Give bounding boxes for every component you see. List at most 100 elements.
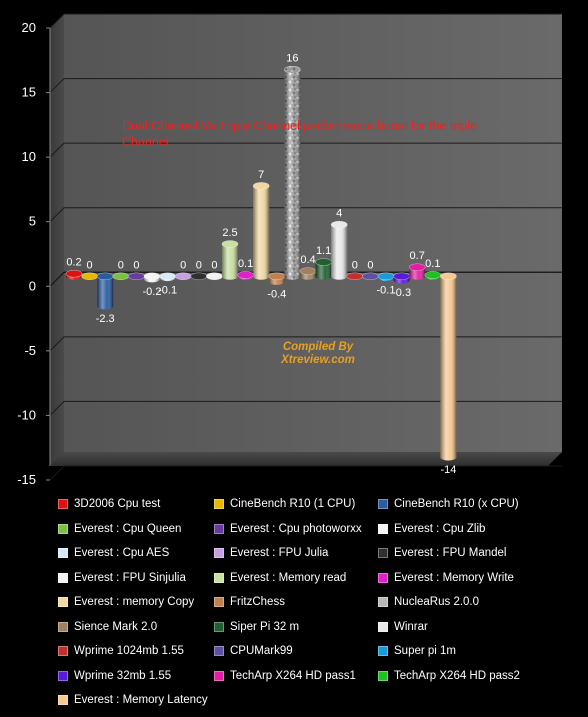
legend-item: CineBench R10 (x CPU): [378, 494, 519, 514]
bar-top: [159, 272, 176, 281]
bar-shade: [222, 244, 238, 277]
legend-swatch: [378, 670, 388, 681]
legend-label: CineBench R10 (1 CPU): [230, 498, 356, 510]
gridline: [49, 465, 562, 481]
legend-swatch: [58, 597, 68, 607]
bar: [393, 272, 410, 284]
bar: [96, 272, 114, 310]
bar: [346, 272, 364, 281]
legend-label: CPUMark99: [230, 645, 293, 657]
legend-item: FritzChess: [214, 592, 285, 612]
legend-label: Everest : Memory Latency: [74, 694, 208, 706]
bar-top: [237, 271, 254, 279]
gridline: [49, 207, 562, 223]
legend-label: Everest : FPU Julia: [230, 547, 329, 559]
y-tick-label: 10: [22, 149, 36, 164]
bar-top: [424, 271, 442, 279]
legend-swatch: [214, 523, 224, 534]
bar-top: [128, 272, 145, 281]
data-label: -2.3: [96, 313, 115, 325]
bar-shade: [440, 276, 457, 458]
legend-item: Winrar: [378, 617, 428, 637]
legend-swatch: [378, 548, 388, 558]
data-label: 0: [211, 259, 217, 271]
legend-label: Wprime 32mb 1.55: [74, 669, 172, 682]
bar-bottom-shade: [222, 272, 238, 280]
legend-swatch: [58, 572, 68, 583]
bar: [377, 272, 395, 282]
legend-swatch: [58, 646, 68, 656]
data-label: -0.4: [267, 288, 286, 300]
bar-bottom-shade: [300, 272, 316, 280]
bar-top: [346, 272, 364, 281]
y-tick-label: 15: [22, 85, 36, 100]
legend-label: Everest : Cpu AES: [74, 547, 170, 559]
data-label: 0: [87, 259, 93, 271]
data-label: 0.1: [238, 258, 253, 270]
bar: [299, 267, 317, 280]
bar: [408, 263, 426, 280]
bar-shade: [331, 224, 348, 277]
data-label: 0.2: [66, 257, 81, 269]
bar-top: [393, 272, 410, 281]
bar-top: [315, 258, 332, 266]
bar: [112, 272, 130, 281]
legend-swatch: [378, 523, 388, 534]
data-label: 0: [196, 259, 202, 271]
bar-top: [299, 267, 317, 275]
chart-annotation-line: Dual Channel Vs Triple Channel performan…: [122, 119, 477, 133]
legend-label: Super pi 1m: [394, 645, 457, 657]
gridline: [49, 336, 562, 352]
legend-item: Super pi 1m: [378, 641, 456, 661]
bar: [221, 240, 239, 280]
legend-label: Everest : memory Copy: [74, 596, 195, 608]
legend-label: Siper Pi 32 m: [230, 620, 300, 633]
bar-shade: [97, 276, 114, 306]
bar-top: [362, 272, 379, 281]
data-label: 7: [258, 169, 264, 181]
gridline: [49, 400, 562, 416]
bar-shade: [409, 267, 426, 277]
legend-label: Winrar: [394, 620, 428, 633]
y-tick-label: -15: [17, 472, 36, 487]
legend-label: CineBench R10 (x CPU): [394, 498, 519, 510]
data-label: 0: [118, 259, 124, 271]
bar-bottom-shade: [409, 272, 426, 280]
legend-label: Sience Mark 2.0: [74, 620, 158, 633]
legend-item: Everest : Cpu Queen: [58, 519, 181, 539]
legend-item: Everest : Memory Latency: [58, 690, 208, 710]
data-label: -14: [440, 464, 456, 476]
legend-swatch: [58, 695, 68, 705]
legend-swatch: [58, 670, 68, 681]
bar-bottom-shade: [97, 302, 114, 310]
y-tick-label: 0: [29, 278, 36, 293]
legend-label: Everest : Memory read: [230, 571, 347, 584]
bar: [190, 272, 208, 281]
legend-item: Sience Mark 2.0: [58, 617, 157, 637]
legend-label: Everest : Cpu Queen: [74, 522, 182, 535]
bar-top: [268, 272, 286, 281]
chart-annotation-heading: Dual Channel Vs Triple Channel performan…: [122, 119, 477, 149]
legend-item: TechArp X264 HD pass1: [214, 666, 356, 686]
bar-top: [252, 182, 270, 190]
bar-bottom-shade: [268, 277, 285, 285]
legend-swatch: [58, 523, 68, 534]
bar-shade: [284, 69, 301, 277]
y-tick-label: -10: [17, 407, 36, 422]
bar: [65, 269, 83, 280]
legend-swatch: [214, 670, 224, 681]
data-label: -0.3: [392, 287, 411, 299]
legend-label: NucleaRus 2.0.0: [394, 596, 480, 608]
data-label: 0.4: [300, 254, 315, 266]
legend-swatch: [58, 621, 68, 632]
bar: [362, 272, 379, 281]
legend-item: Everest : Memory Write: [378, 568, 514, 588]
bar-bottom-shade: [315, 272, 332, 280]
legend-item: TechArp X264 HD pass2: [378, 666, 520, 686]
legend-label: FritzChess: [230, 596, 285, 608]
bar: [81, 272, 98, 281]
legend-label: TechArp X264 HD pass1: [230, 669, 356, 682]
bar: [206, 272, 223, 281]
data-label: -0.2: [143, 286, 162, 298]
bar-top: [65, 269, 83, 278]
